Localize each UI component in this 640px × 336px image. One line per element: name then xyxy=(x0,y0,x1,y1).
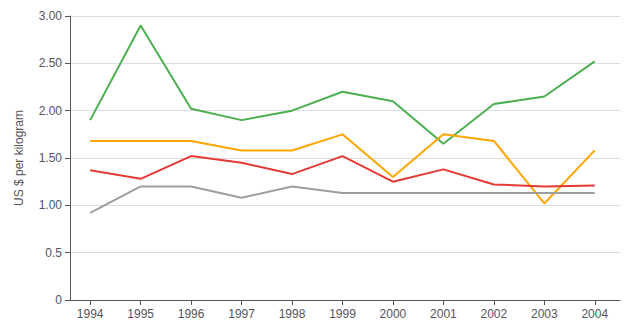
svg-text:2.50: 2.50 xyxy=(39,56,63,70)
svg-text:1.50: 1.50 xyxy=(39,151,63,165)
svg-text:1998: 1998 xyxy=(279,307,306,321)
svg-text:1999: 1999 xyxy=(329,307,356,321)
svg-text:1.00: 1.00 xyxy=(39,198,63,212)
svg-text:2.00: 2.00 xyxy=(39,104,63,118)
svg-text:1996: 1996 xyxy=(178,307,205,321)
svg-text:0.5: 0.5 xyxy=(45,246,62,260)
svg-text:2003: 2003 xyxy=(531,307,558,321)
svg-text:2000: 2000 xyxy=(380,307,407,321)
svg-text:3.00: 3.00 xyxy=(39,9,63,23)
svg-text:1994: 1994 xyxy=(77,307,104,321)
svg-text:2004: 2004 xyxy=(581,307,608,321)
svg-text:1995: 1995 xyxy=(127,307,154,321)
svg-text:0: 0 xyxy=(55,293,62,307)
svg-text:1997: 1997 xyxy=(228,307,255,321)
svg-text:US $ per kilogram: US $ per kilogram xyxy=(12,110,26,206)
svg-text:2002: 2002 xyxy=(481,307,508,321)
svg-text:2001: 2001 xyxy=(430,307,457,321)
